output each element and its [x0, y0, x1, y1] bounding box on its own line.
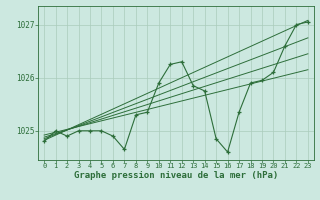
X-axis label: Graphe pression niveau de la mer (hPa): Graphe pression niveau de la mer (hPa)	[74, 171, 278, 180]
